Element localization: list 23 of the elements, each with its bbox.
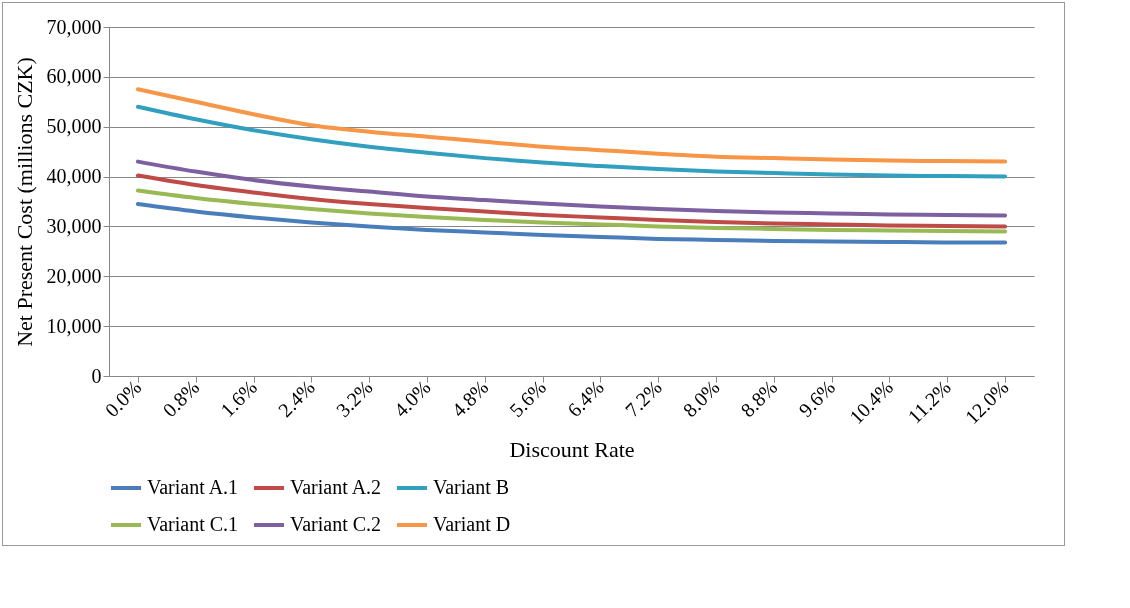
x-axis-title: Discount Rate	[509, 437, 635, 463]
x-tick-label: 4.0%	[389, 376, 435, 422]
y-tick-label: 60,000	[46, 65, 102, 88]
y-tick-label: 20,000	[46, 264, 102, 287]
line-series	[135, 173, 1008, 229]
line-series	[135, 104, 1008, 179]
legend-label: Variant A.1	[147, 476, 239, 498]
line-series	[135, 201, 1008, 245]
y-tick-label: 0	[91, 364, 102, 387]
legend-label: Variant B	[433, 476, 510, 498]
y-axis-title: Net Present Cost (millions CZK)	[11, 57, 37, 347]
line-series	[135, 188, 1008, 234]
y-tick-label: 50,000	[46, 115, 102, 138]
y-tick-label: 70,000	[46, 15, 102, 38]
legend-label: Variant C.1	[147, 513, 239, 535]
line-series	[135, 159, 1008, 218]
line-series	[135, 87, 1008, 164]
y-tick-label: 30,000	[46, 214, 102, 237]
legend-label: Variant D	[433, 513, 511, 535]
legend-label: Variant A.2	[290, 476, 382, 498]
y-tick-label: 40,000	[46, 165, 102, 188]
y-tick-label: 10,000	[46, 314, 102, 337]
legend-label: Variant C.2	[290, 513, 382, 535]
